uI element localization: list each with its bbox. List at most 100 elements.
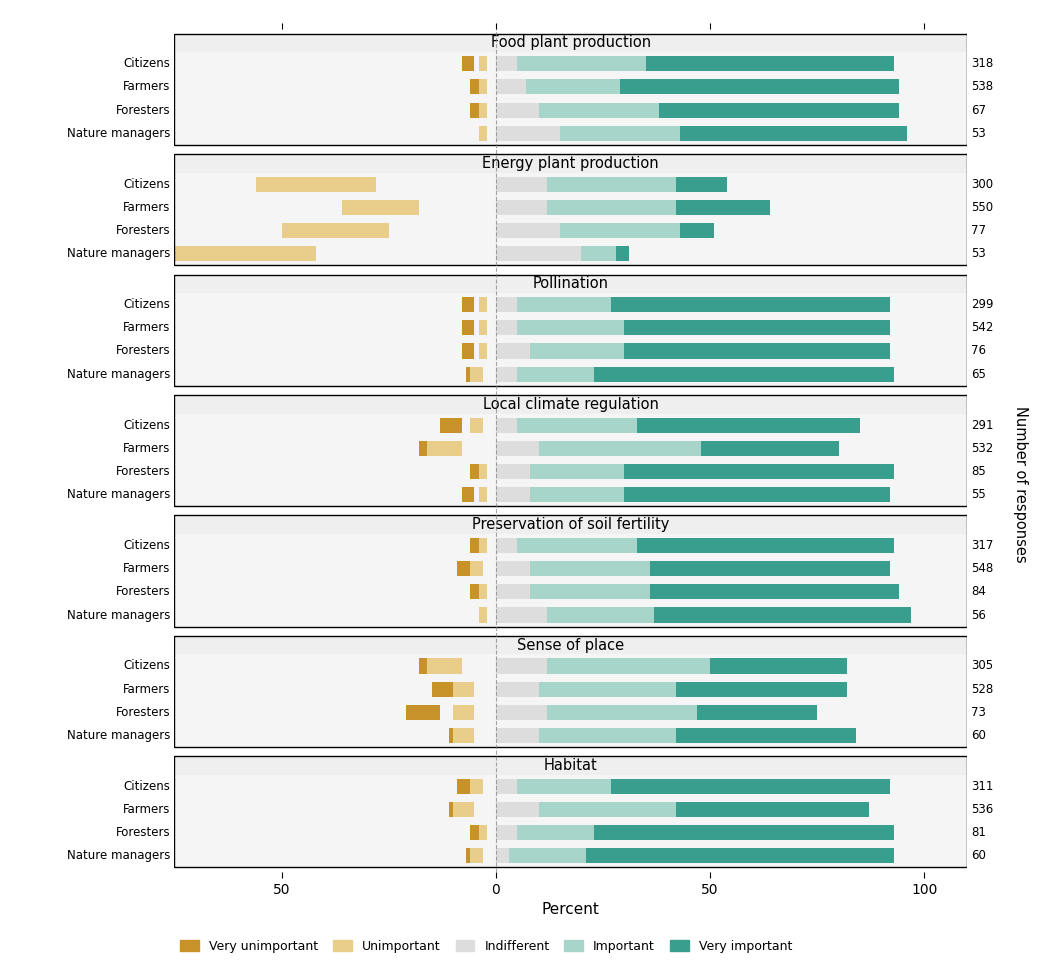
Bar xyxy=(530,464,625,479)
Text: Nature managers: Nature managers xyxy=(67,247,170,261)
Text: Citizens: Citizens xyxy=(124,419,170,431)
Bar xyxy=(517,826,594,840)
Bar xyxy=(419,441,440,455)
Bar xyxy=(174,154,967,172)
Text: Citizens: Citizens xyxy=(124,660,170,672)
Text: Foresters: Foresters xyxy=(115,345,170,358)
Bar xyxy=(625,487,890,502)
Bar xyxy=(496,826,517,840)
Bar xyxy=(174,293,967,386)
Bar xyxy=(174,516,967,534)
Bar xyxy=(458,561,470,577)
Bar xyxy=(659,103,898,117)
Text: 528: 528 xyxy=(971,682,994,696)
Bar xyxy=(453,802,475,817)
Bar xyxy=(530,584,650,600)
Bar xyxy=(453,704,475,720)
Text: Farmers: Farmers xyxy=(123,201,170,214)
Bar xyxy=(462,297,475,312)
Bar xyxy=(496,464,530,479)
Text: Farmers: Farmers xyxy=(123,682,170,696)
Bar xyxy=(496,103,539,117)
Text: 317: 317 xyxy=(971,539,994,552)
Text: Farmers: Farmers xyxy=(123,80,170,93)
Bar xyxy=(174,154,967,266)
Bar xyxy=(539,103,659,117)
Bar xyxy=(496,176,548,192)
Bar xyxy=(470,464,479,479)
Bar xyxy=(525,79,620,95)
Text: 548: 548 xyxy=(971,562,994,576)
Bar xyxy=(560,223,680,238)
Bar xyxy=(496,441,539,455)
Bar xyxy=(612,297,890,312)
Bar xyxy=(466,366,475,382)
Bar xyxy=(174,395,967,506)
Text: Sense of place: Sense of place xyxy=(517,638,625,653)
Bar xyxy=(548,704,698,720)
Bar xyxy=(539,681,675,697)
Bar xyxy=(479,538,487,553)
Text: 77: 77 xyxy=(971,224,986,237)
Bar xyxy=(470,79,479,95)
Text: Citizens: Citizens xyxy=(124,539,170,552)
Bar xyxy=(654,608,911,622)
Bar xyxy=(320,223,354,238)
Bar xyxy=(539,802,675,817)
Bar xyxy=(680,223,715,238)
Bar xyxy=(174,775,967,867)
Bar xyxy=(174,34,967,145)
Text: 73: 73 xyxy=(971,705,986,719)
Text: 56: 56 xyxy=(971,609,986,621)
Bar xyxy=(496,366,517,382)
Bar xyxy=(479,297,487,312)
Bar xyxy=(548,659,710,673)
Text: Pollination: Pollination xyxy=(533,276,609,292)
Bar xyxy=(470,826,479,840)
Bar xyxy=(281,223,389,238)
Text: Nature managers: Nature managers xyxy=(67,850,170,862)
Bar xyxy=(427,441,462,455)
Bar xyxy=(698,704,817,720)
Bar xyxy=(448,728,462,743)
Bar xyxy=(174,654,967,747)
Text: Nature managers: Nature managers xyxy=(67,127,170,140)
Text: Farmers: Farmers xyxy=(123,562,170,576)
Bar xyxy=(479,321,487,335)
Bar xyxy=(496,728,539,743)
Text: 67: 67 xyxy=(971,104,986,116)
Text: 311: 311 xyxy=(971,780,994,793)
Bar xyxy=(637,418,860,432)
Text: Foresters: Foresters xyxy=(115,705,170,719)
Bar xyxy=(680,126,907,141)
Bar xyxy=(174,274,967,293)
Bar xyxy=(496,56,517,72)
Bar xyxy=(548,176,675,192)
Bar xyxy=(174,414,967,506)
Bar xyxy=(496,608,548,622)
Bar xyxy=(496,200,548,215)
Text: Preservation of soil fertility: Preservation of soil fertility xyxy=(472,517,669,532)
Bar xyxy=(650,561,890,577)
Bar xyxy=(496,681,539,697)
Bar xyxy=(290,176,333,192)
Bar xyxy=(517,538,637,553)
Legend: Very unimportant, Unimportant, Indifferent, Important, Very important: Very unimportant, Unimportant, Indiffere… xyxy=(175,935,797,958)
Bar xyxy=(136,246,316,262)
Bar xyxy=(560,126,680,141)
Bar xyxy=(548,608,654,622)
Bar xyxy=(440,418,462,432)
Bar xyxy=(174,395,967,414)
Text: Nature managers: Nature managers xyxy=(67,609,170,621)
Bar xyxy=(496,297,517,312)
Text: 55: 55 xyxy=(971,488,986,501)
Text: 60: 60 xyxy=(971,850,986,862)
Bar xyxy=(702,441,838,455)
Bar xyxy=(453,728,475,743)
X-axis label: Percent: Percent xyxy=(542,902,599,917)
Bar xyxy=(586,849,894,863)
Bar xyxy=(470,103,479,117)
Text: 53: 53 xyxy=(971,247,986,261)
Bar xyxy=(174,172,967,266)
Bar xyxy=(496,538,517,553)
